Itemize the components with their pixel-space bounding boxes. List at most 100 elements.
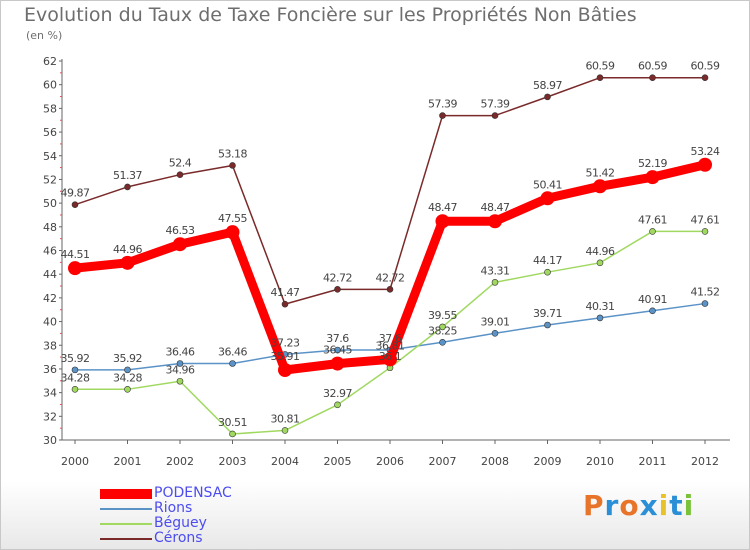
data-label: 34.96 (166, 363, 195, 376)
data-label: 34.28 (61, 371, 90, 384)
data-point (488, 214, 502, 229)
y-tick-label: 36 (43, 363, 57, 376)
legend-label-beguey: Béguey (154, 515, 207, 531)
data-label: 48.47 (481, 201, 510, 214)
series-béguey (71, 228, 709, 438)
y-tick-label: 34 (43, 387, 57, 400)
data-label: 48.47 (428, 201, 457, 214)
data-label: 39.55 (428, 309, 457, 322)
legend-label-podensac: PODENSAC (154, 485, 232, 501)
data-point (176, 360, 184, 367)
data-point (439, 323, 446, 331)
data-label: 38.25 (428, 324, 457, 337)
data-point (701, 74, 709, 81)
x-tick-label: 2003 (219, 455, 247, 468)
chart-subtitle: (en %) (26, 29, 63, 42)
logo-letter: o (619, 489, 640, 522)
data-point (176, 377, 184, 385)
legend-swatch-rions (100, 508, 152, 510)
y-tick-label: 58 (43, 102, 57, 115)
data-point (229, 360, 236, 367)
y-tick-label: 62 (43, 55, 57, 68)
data-point (173, 237, 187, 252)
y-tick-label: 60 (43, 79, 57, 92)
data-label: 35.92 (61, 352, 90, 365)
legend-label-rions: Rions (154, 500, 193, 516)
data-label: 44.96 (586, 245, 615, 258)
data-label: 40.31 (586, 300, 615, 313)
x-tick-label: 2008 (481, 455, 509, 468)
data-point (491, 329, 499, 337)
x-tick-label: 2001 (114, 455, 142, 468)
data-point (281, 427, 289, 434)
data-label: 39.71 (533, 307, 562, 320)
data-label: 57.39 (428, 98, 457, 111)
data-label: 57.39 (481, 98, 510, 111)
data-label: 50.41 (533, 178, 562, 191)
data-point (176, 171, 184, 178)
data-label: 37.6 (379, 332, 402, 345)
data-point (698, 157, 712, 172)
y-tick-label: 56 (43, 126, 57, 139)
data-point (225, 225, 240, 240)
data-label: 47.55 (218, 212, 247, 225)
data-label: 51.37 (113, 169, 142, 182)
data-label: 52.4 (169, 157, 192, 170)
logo-letter: t (669, 489, 684, 522)
data-point (71, 386, 79, 393)
data-point (278, 363, 292, 378)
data-point (124, 366, 131, 374)
data-point (596, 314, 604, 322)
series-cérons (71, 74, 709, 308)
chart-title: Evolution du Taux de Taxe Foncière sur l… (24, 4, 637, 26)
data-point (334, 286, 341, 293)
data-label: 37.23 (271, 336, 300, 349)
y-tick-label: 42 (43, 292, 57, 305)
proxiti-logo: Proxiti (583, 489, 694, 522)
logo-letter: i (658, 489, 670, 522)
data-label: 44.17 (533, 254, 562, 267)
legend-swatch-beguey (100, 523, 152, 525)
data-point (540, 191, 555, 206)
data-label: 44.96 (113, 243, 142, 256)
data-point (229, 430, 236, 438)
legend-item-beguey: Béguey (100, 515, 320, 531)
x-tick-label: 2012 (691, 455, 719, 468)
data-point (124, 183, 131, 191)
legend-swatch-podensac (100, 489, 152, 499)
data-point (435, 214, 450, 229)
data-label: 47.61 (691, 213, 720, 226)
y-tick-label: 50 (43, 197, 57, 210)
data-point (491, 112, 499, 119)
logo-letter: P (583, 489, 605, 522)
data-label: 35.92 (113, 352, 142, 365)
data-point (334, 401, 341, 409)
data-point (649, 74, 656, 81)
data-label: 44.51 (61, 248, 90, 261)
x-tick-label: 2009 (534, 455, 562, 468)
data-point (383, 352, 397, 367)
data-point (124, 386, 131, 393)
data-point (649, 307, 656, 315)
data-label: 34.28 (113, 371, 142, 384)
data-label: 40.91 (638, 293, 667, 306)
data-label: 46.53 (166, 224, 195, 237)
x-tick-label: 2010 (586, 455, 614, 468)
logo-letter: x (639, 489, 659, 522)
data-label: 36.46 (218, 345, 247, 358)
data-label: 36.46 (166, 345, 195, 358)
data-label: 36.45 (323, 344, 352, 357)
data-label: 41.47 (271, 286, 300, 299)
logo-letter: r (604, 489, 620, 522)
series-line (74, 76, 706, 305)
data-point (386, 286, 394, 293)
x-tick-label: 2000 (61, 455, 89, 468)
x-tick-label: 2004 (271, 455, 299, 468)
y-tick-label: 38 (43, 339, 57, 352)
data-label: 41.52 (691, 286, 720, 299)
x-tick-label: 2002 (166, 455, 194, 468)
data-label: 51.42 (586, 166, 615, 179)
data-label: 36.1 (379, 350, 402, 363)
